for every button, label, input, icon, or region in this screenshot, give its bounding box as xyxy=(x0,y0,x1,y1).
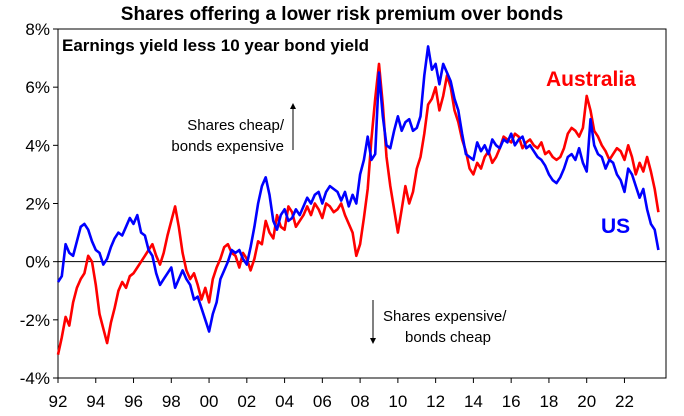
y-tick-label: 4% xyxy=(25,136,50,155)
x-tick-label: 10 xyxy=(388,392,407,411)
y-tick-label: 8% xyxy=(25,20,50,39)
series-line-us xyxy=(56,45,660,333)
plot-area-frame xyxy=(57,28,667,379)
y-tick-label: -4% xyxy=(20,369,50,388)
x-tick-label: 02 xyxy=(237,392,256,411)
annotation-cheap-line-1: Shares cheap/ xyxy=(187,117,285,134)
x-tick-label: 12 xyxy=(426,392,445,411)
y-tick-label: 6% xyxy=(25,78,50,97)
x-tick-label: 18 xyxy=(539,392,558,411)
chart-subtitle: Earnings yield less 10 year bond yield xyxy=(62,36,369,55)
legend-label-us: US xyxy=(601,215,630,238)
y-tick-label: -2% xyxy=(20,311,50,330)
y-tick-label: 0% xyxy=(25,253,50,272)
x-tick-label: 00 xyxy=(200,392,219,411)
annotation-expensive-line-1: Shares expensive/ xyxy=(383,308,507,325)
x-tick-label: 04 xyxy=(275,392,294,411)
annotation-expensive-line-2: bonds cheap xyxy=(405,329,491,346)
legend-label-australia: Australia xyxy=(546,68,636,91)
chart-title: Shares offering a lower risk premium ove… xyxy=(120,4,564,25)
x-tick-label: 20 xyxy=(577,392,596,411)
x-tick-label: 16 xyxy=(502,392,521,411)
x-tick-label: 98 xyxy=(162,392,181,411)
series-line-australia xyxy=(56,62,660,355)
x-tick-label: 22 xyxy=(615,392,634,411)
x-tick-label: 06 xyxy=(313,392,332,411)
x-tick-label: 96 xyxy=(124,392,143,411)
x-tick-label: 94 xyxy=(86,392,105,411)
annotation-cheap-line-2: bonds expensive xyxy=(171,138,284,155)
x-tick-label: 92 xyxy=(49,392,68,411)
arrow-up-icon xyxy=(290,103,296,150)
y-tick-label: 2% xyxy=(25,195,50,214)
x-tick-label: 14 xyxy=(464,392,483,411)
x-tick-label: 08 xyxy=(351,392,370,411)
arrow-down-icon xyxy=(370,300,376,344)
